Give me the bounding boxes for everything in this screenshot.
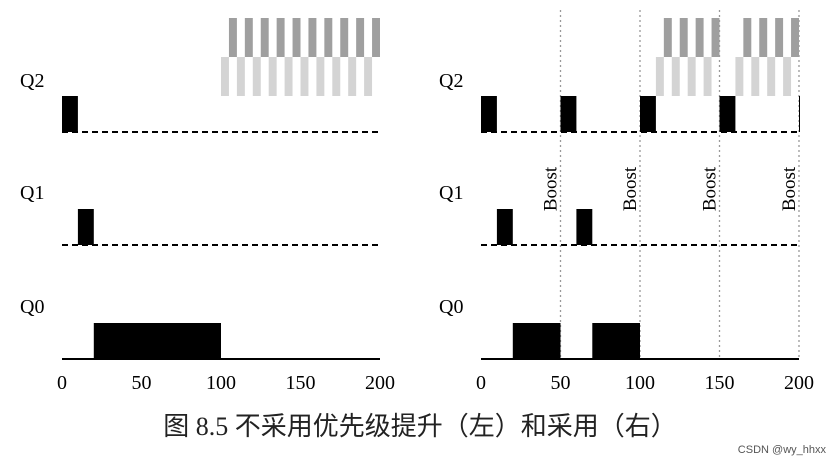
panel1-job-block-Q1-10: [496, 209, 513, 245]
panel0-interactive-light-190: [364, 57, 373, 96]
panel1-interactive-dark-190: [791, 18, 799, 57]
panel1-interactive-light-110: [655, 57, 664, 96]
panel1-job-block-Q2-200: [799, 96, 800, 132]
panel0-queue-label-Q2: Q2: [20, 70, 44, 92]
panel1-interactive-dark-110: [663, 18, 672, 57]
panel0-interactive-light-120: [252, 57, 261, 96]
panel0-job-block-Q1-10: [77, 209, 94, 245]
panel1-interactive-light-190: [783, 57, 792, 96]
panel1-job-block-Q0-20: [512, 323, 561, 359]
panel1-x-tick-0: 0: [476, 372, 486, 394]
panel0-x-tick-100: 100: [206, 372, 236, 394]
panel0-interactive-light-170: [332, 57, 341, 96]
figure-caption: 图 8.5 不采用优先级提升（左）和采用（右）: [163, 412, 677, 441]
panel1-interactive-dark-130: [695, 18, 704, 57]
panel0-x-tick-0: 0: [57, 372, 67, 394]
panel0-interactive-dark-110: [244, 18, 253, 57]
panel1-boost-label-150: Boost: [700, 166, 721, 211]
panel1-interactive-dark-180: [775, 18, 784, 57]
panel0-interactive-dark-140: [292, 18, 301, 57]
panel1-x-tick-200: 200: [784, 372, 814, 394]
panel0-x-tick-50: 50: [132, 372, 152, 394]
panel1-job-block-Q2-150: [719, 96, 736, 132]
panel1-job-block-Q1-60: [576, 209, 593, 245]
panel0-interactive-light-150: [300, 57, 309, 96]
panel1-boost-label-200: Boost: [779, 166, 800, 211]
panel0-interactive-dark-160: [324, 18, 333, 57]
panel1-x-tick-100: 100: [625, 372, 655, 394]
panel0-interactive-dark-180: [356, 18, 365, 57]
panel1-interactive-dark-120: [679, 18, 688, 57]
panel1-interactive-dark-160: [743, 18, 752, 57]
panel1-queue-label-Q2: Q2: [439, 70, 463, 92]
panel1-interactive-light-140: [703, 57, 712, 96]
panel0-interactive-dark-130: [276, 18, 285, 57]
panel0-job-block-Q0-20: [93, 323, 221, 359]
panel1-interactive-dark-170: [759, 18, 768, 57]
panel0-interactive-light-160: [316, 57, 325, 96]
panel1-interactive-light-160: [735, 57, 744, 96]
panel1-x-tick-50: 50: [551, 372, 571, 394]
panel0-job-block-Q2-0: [62, 96, 78, 132]
panel0-interactive-dark-190: [372, 18, 380, 57]
panel1-boost-label-100: Boost: [620, 166, 641, 211]
panel1-job-block-Q2-0: [481, 96, 497, 132]
watermark: CSDN @wy_hhxx: [737, 444, 826, 456]
panel0-interactive-dark-150: [308, 18, 317, 57]
panel0-interactive-dark-120: [260, 18, 269, 57]
panel1-job-block-Q2-100: [640, 96, 656, 132]
panel1-interactive-light-120: [671, 57, 680, 96]
panel0-interactive-light-140: [284, 57, 293, 96]
panel1-job-block-Q0-70: [592, 323, 640, 359]
panel0-interactive-light-110: [236, 57, 245, 96]
panel0-interactive-light-180: [348, 57, 357, 96]
panel0-queue-label-Q0: Q0: [20, 296, 44, 318]
panel0-x-tick-150: 150: [286, 372, 316, 394]
panel0-interactive-light-130: [268, 57, 277, 96]
panel1-x-tick-150: 150: [705, 372, 735, 394]
panel1-interactive-dark-140: [711, 18, 720, 57]
panel1-interactive-light-170: [751, 57, 760, 96]
panel0-queue-label-Q1: Q1: [20, 182, 44, 204]
panel0-x-tick-200: 200: [365, 372, 395, 394]
panel1-interactive-light-130: [687, 57, 696, 96]
panel0-interactive-dark-100: [228, 18, 237, 57]
panel1-job-block-Q2-50: [560, 96, 577, 132]
panel1-queue-label-Q0: Q0: [439, 296, 463, 318]
panel1-queue-label-Q1: Q1: [439, 182, 463, 204]
panel1-boost-label-50: Boost: [541, 166, 562, 211]
panel0-interactive-dark-170: [340, 18, 349, 57]
panel0-interactive-light-100: [221, 57, 229, 96]
panel1-interactive-light-180: [767, 57, 776, 96]
mlfq-priority-boost-figure: Q2 Q1 Q0 0 50 100 150 200 Q2 Q1 Q0 Boost Boost Boost B…: [20, 10, 814, 394]
